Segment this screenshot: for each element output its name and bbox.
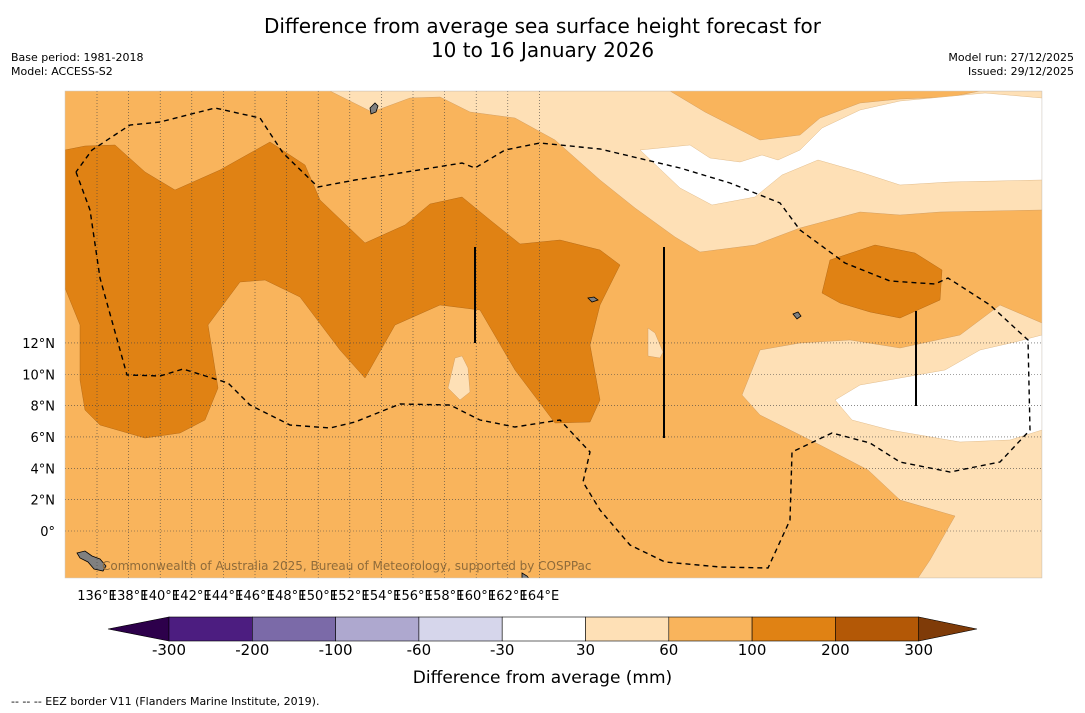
latitude-label: 8°N [31,400,56,415]
island-papua [76,550,107,572]
colorbar-tick-label: -200 [235,641,270,659]
title-line-1: Difference from average sea surface heig… [263,14,822,38]
colorbar-bin [751,616,836,642]
anomaly-region-white-north [639,92,1042,206]
colorbar-tick-label: 100 [737,641,767,659]
colorbar-bin [501,616,586,642]
anomaly-region-orange-main [65,141,621,439]
longitude-label: 138°E [109,589,149,604]
colorbar-extend-low [107,616,170,642]
latitude-label: 0° [40,525,55,540]
issued-date: Issued: 29/12/2025 [967,65,1074,78]
title-line-2: 10 to 16 January 2026 [430,38,655,62]
eez-footnote: -- -- -- EEZ border V11 (Flanders Marine… [11,695,320,708]
latitude-label: 6°N [31,431,56,446]
latitude-label: 4°N [31,462,56,477]
latitude-label: 10°N [22,368,55,383]
map-title: Difference from average sea surface heig… [0,14,1085,62]
colorbar-extend-high [918,616,978,642]
base-info: Base period: 1981-2018 Model: ACCESS-S2 [11,51,143,79]
longitude-label: 148°E [267,589,307,604]
island-pohnpei [792,311,802,320]
anomaly-region-light-patch-b [647,327,664,359]
island-bismarck [521,572,529,578]
colorbar-tick-label: -30 [489,641,515,659]
model-name: Model: ACCESS-S2 [11,65,113,78]
graticule [65,91,1042,578]
colorbar-tick-label: 300 [904,641,933,659]
colorbar-bin [252,616,336,642]
latitude-label: 2°N [31,494,56,509]
longitude-label: 150°E [298,589,338,604]
colorbar-bin [585,616,670,642]
colorbar-title: Difference from average (mm) [412,668,673,688]
longitude-label: 140°E [140,589,180,604]
longitude-label: 156°E [393,589,433,604]
eez-borders [75,107,1031,569]
colorbar-tick-label: 200 [821,641,850,659]
colorbar [107,616,978,642]
island-chuuk-small [369,102,379,115]
longitude-label: 136°E [77,589,117,604]
forecast-sections [474,247,917,438]
anomaly-region-orange-east [821,244,943,319]
longitude-label: 158°E [425,589,465,604]
anomaly-region-light-patch-a [447,355,471,401]
colorbar-tick-label: -100 [318,641,353,659]
colorbar-bin [835,616,920,642]
longitude-label: 144°E [204,589,244,604]
longitude-label: 162°E [488,589,528,604]
longitude-label: 160°E [456,589,496,604]
map-attribution: Commonwealth of Australia 2025, Bureau o… [102,559,592,573]
map-area: Commonwealth of Australia 2025, Bureau o… [65,91,1042,578]
eez-border-west [75,107,1031,569]
latitude-label: 12°N [22,337,55,352]
model-run: Model run: 27/12/2025 [948,51,1074,64]
latitude-labels: 12°N 10°N 8°N 6°N 4°N 2°N 0° [22,337,55,540]
base-period: Base period: 1981-2018 [11,51,144,64]
island-chain-a [587,296,599,303]
colorbar-tick-label: 60 [659,641,679,659]
colorbar-tick-label: 30 [575,641,596,659]
colorbar-bin [335,616,420,642]
map-frame [64,90,1043,579]
longitude-label: 146°E [235,589,275,604]
longitude-labels: 136°E138°E140°E142°E144°E146°E148°E150°E… [77,589,559,604]
colorbar-bin [418,616,503,642]
longitude-label: 164°E [520,589,560,604]
anomaly-region-white-east [834,334,1042,443]
longitude-label: 154°E [362,589,402,604]
colorbar-tick-label: -60 [406,641,432,659]
colorbar-bin [168,616,253,642]
colorbar-tick-label: -300 [151,641,187,659]
longitude-label: 152°E [330,589,370,604]
colorbar-bin [668,616,753,642]
run-info: Model run: 27/12/2025 Issued: 29/12/2025 [948,51,1074,79]
longitude-label: 142°E [172,589,212,604]
